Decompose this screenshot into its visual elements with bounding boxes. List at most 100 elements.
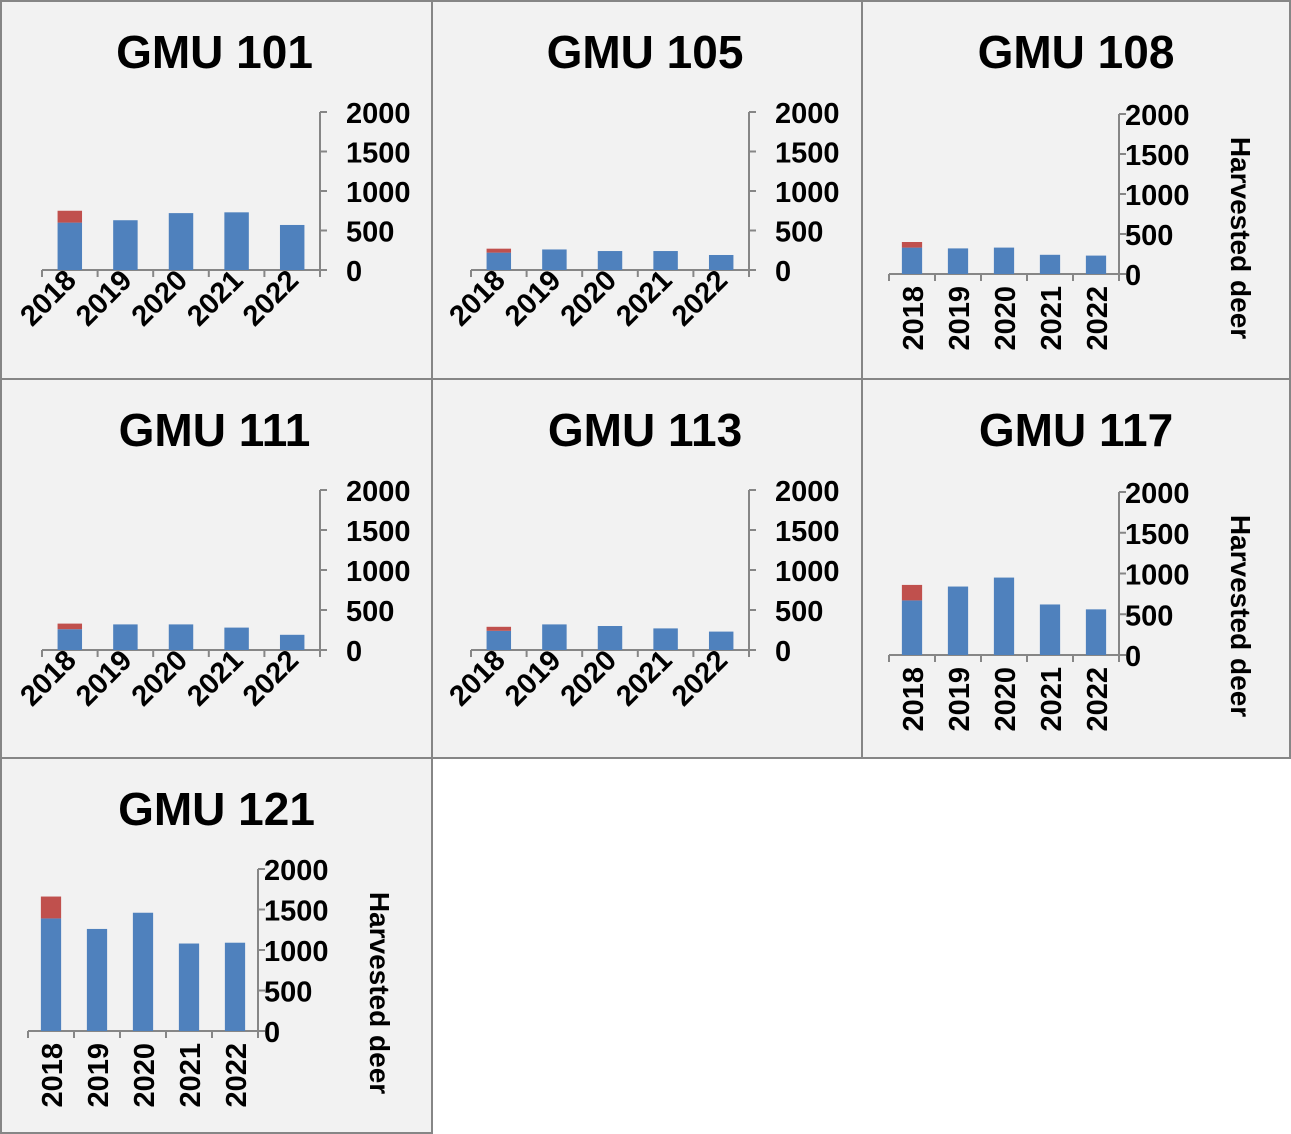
x-tick-label: 2022 <box>1082 667 1114 732</box>
chart-svg: GMU 108 0 500 1000 1500 2000 2018 2019 2020 2021 2… <box>888 26 1256 351</box>
y-tick-label: 1500 <box>346 138 411 170</box>
x-tick-label: 2019 <box>499 644 567 712</box>
x-tick-label: 2022 <box>237 264 305 332</box>
x-tick-label: 2021 <box>610 644 678 712</box>
y-tick-label: 2000 <box>775 98 840 130</box>
y-tick-label: 1500 <box>775 516 840 548</box>
bar-segment-blue <box>40 918 62 1031</box>
bar-segment-blue <box>279 224 305 270</box>
chart-panel: GMU 117 0 500 1000 1500 2000 2018 2019 2020 2021 2… <box>861 378 1291 759</box>
x-tick-label: 2019 <box>499 264 567 332</box>
x-tick-label: 2020 <box>990 286 1022 351</box>
bar-segment-blue <box>168 213 194 270</box>
y-axis-label: Harvested deer <box>1225 137 1256 339</box>
x-tick-label: 2019 <box>70 644 138 712</box>
chart-panel: GMU 121 0 500 1000 1500 2000 2018 2019 2020 2021 2… <box>0 757 433 1134</box>
chart-title: GMU 113 <box>548 404 742 456</box>
y-tick-label: 1000 <box>264 936 329 968</box>
y-tick-label: 0 <box>1125 641 1141 673</box>
y-tick-label: 1000 <box>346 556 411 588</box>
chart-panel: GMU 105 0 500 1000 1500 2000 2018 2019 2020 2021 2… <box>431 0 863 380</box>
bar-segment-red <box>486 248 512 253</box>
y-tick-label: 0 <box>1125 260 1141 292</box>
x-tick-label: 2021 <box>181 644 249 712</box>
y-tick-label: 500 <box>346 596 394 628</box>
y-tick-label: 2000 <box>346 476 411 508</box>
y-tick-label: 0 <box>775 636 791 668</box>
x-tick-label: 2022 <box>1082 286 1114 351</box>
y-tick-label: 500 <box>775 596 823 628</box>
x-tick-label: 2018 <box>15 264 83 332</box>
bar-segment-blue <box>597 251 623 270</box>
y-tick-label: 1500 <box>775 138 840 170</box>
bar-segment-blue <box>86 928 108 1031</box>
bar-segment-blue <box>178 943 200 1031</box>
bar-segment-blue <box>901 247 923 274</box>
chart-svg: GMU 113 0 500 1000 1500 2000 20182019202020212… <box>444 404 840 713</box>
bar-segment-red <box>57 623 83 630</box>
y-axis-label: Harvested deer <box>1225 515 1256 717</box>
y-tick-label: 0 <box>775 256 791 288</box>
y-tick-label: 0 <box>346 636 362 668</box>
bar-segment-blue <box>708 631 734 650</box>
chart-svg: GMU 111 0 500 1000 1500 2000 20182019202020212… <box>15 404 411 713</box>
y-tick-label: 2000 <box>264 855 329 887</box>
x-tick-label: 2020 <box>555 644 623 712</box>
x-tick-label: 2021 <box>610 264 678 332</box>
bar-segment-blue <box>57 222 83 270</box>
y-tick-label: 2000 <box>346 98 411 130</box>
x-tick-label: 2018 <box>898 286 930 351</box>
bar-segment-blue <box>224 627 249 650</box>
bar-segment-blue <box>653 251 678 270</box>
x-tick-label: 2019 <box>70 264 138 332</box>
x-tick-label: 2022 <box>237 644 305 712</box>
x-tick-label: 2021 <box>175 1043 207 1108</box>
bar-segment-blue <box>168 624 194 650</box>
bar-segment-blue <box>542 249 567 270</box>
bar-segment-blue <box>1039 254 1061 274</box>
x-tick-label: 2022 <box>666 264 734 332</box>
bar-segment-blue <box>486 252 512 270</box>
x-tick-label: 2022 <box>221 1043 253 1108</box>
chart-title: GMU 121 <box>118 783 315 835</box>
y-tick-label: 1500 <box>1125 140 1190 172</box>
bar-segment-blue <box>947 248 969 274</box>
x-tick-label: 2018 <box>15 644 83 712</box>
y-tick-label: 500 <box>1125 220 1173 252</box>
bar-segment-blue <box>113 624 138 650</box>
y-tick-label: 2000 <box>1125 100 1190 132</box>
x-tick-label: 2020 <box>129 1043 161 1108</box>
y-tick-label: 1500 <box>346 516 411 548</box>
x-tick-label: 2022 <box>666 644 734 712</box>
y-axis-label: Harvested deer <box>364 892 395 1094</box>
bar-segment-blue <box>708 254 734 270</box>
chart-svg: GMU 105 0 500 1000 1500 2000 20182019202020212… <box>444 26 840 333</box>
chart-svg: GMU 101 0 500 1000 1500 2000 20182019202020212… <box>15 26 411 333</box>
bar-segment-blue <box>1085 609 1107 655</box>
bar-segment-blue <box>947 586 969 655</box>
x-tick-label: 2018 <box>444 264 512 332</box>
chart-svg: GMU 117 0 500 1000 1500 2000 2018 2019 2020 2021 2… <box>888 404 1256 732</box>
y-tick-label: 1500 <box>264 896 329 928</box>
x-tick-label: 2020 <box>555 264 623 332</box>
bar-segment-blue <box>113 220 138 270</box>
bar-segment-blue <box>224 942 246 1031</box>
y-tick-label: 2000 <box>1125 478 1190 510</box>
chart-panel: GMU 101 0 500 1000 1500 2000 2018 2019 2020 2021 2… <box>0 0 433 380</box>
bar-segment-blue <box>993 577 1015 655</box>
bar-segment-red <box>901 584 923 601</box>
x-tick-label: 2020 <box>126 264 194 332</box>
x-tick-label: 2019 <box>944 667 976 732</box>
x-tick-label: 2018 <box>37 1043 69 1108</box>
bar-segment-blue <box>486 630 512 650</box>
y-tick-label: 1000 <box>1125 560 1190 592</box>
bar-segment-blue <box>1085 255 1107 274</box>
y-tick-label: 1000 <box>1125 180 1190 212</box>
y-tick-label: 500 <box>346 217 394 249</box>
y-tick-label: 2000 <box>775 476 840 508</box>
x-tick-label: 2021 <box>1036 667 1068 732</box>
y-tick-label: 0 <box>346 256 362 288</box>
bar-segment-blue <box>279 634 305 650</box>
bar-segment-blue <box>224 212 249 270</box>
